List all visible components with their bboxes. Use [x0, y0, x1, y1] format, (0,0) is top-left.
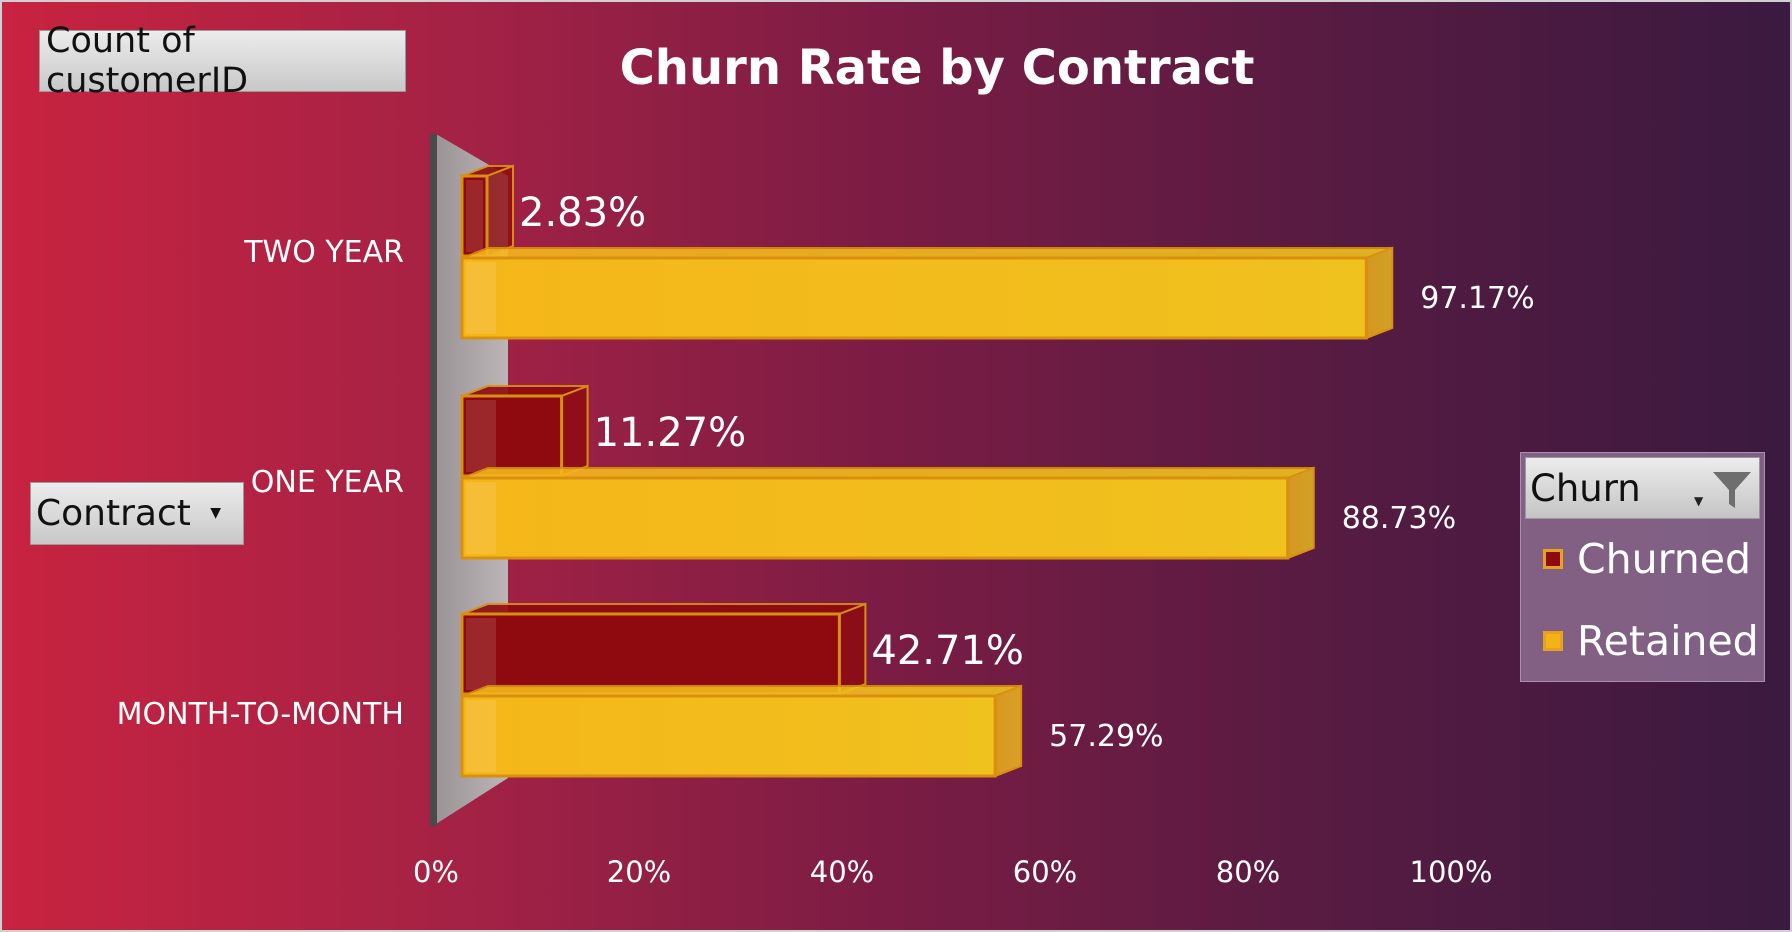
x-tick-label: 40%: [810, 855, 874, 889]
category-label: TWO YEAR: [243, 235, 404, 270]
legend-field-button[interactable]: Churn ▼: [1525, 457, 1760, 519]
value-field-label: Count of customerID: [46, 21, 249, 101]
data-label-churned: 11.27%: [594, 410, 747, 456]
data-label-retained: 97.17%: [1420, 281, 1534, 316]
legend-swatch: [1543, 549, 1563, 569]
bar-retained-side: [1365, 246, 1394, 340]
x-tick-label: 100%: [1410, 855, 1493, 889]
row-field-label: Contract: [36, 493, 191, 534]
filter-icon[interactable]: [1711, 468, 1753, 519]
bar-churned-gloss: [466, 618, 496, 690]
data-label-retained: 57.29%: [1049, 719, 1163, 754]
bar-retained-side: [994, 684, 1023, 778]
bar-churned-side: [838, 602, 867, 696]
data-label-churned: 2.83%: [519, 190, 646, 236]
data-label-retained: 88.73%: [1342, 501, 1456, 536]
legend-item-retained[interactable]: Retained: [1543, 617, 1759, 665]
bar-retained-side: [1286, 466, 1315, 560]
x-tick-label: 20%: [607, 855, 671, 889]
chart-title: Churn Rate by Contract: [619, 40, 1255, 96]
bar-churned-side: [486, 164, 515, 258]
dropdown-arrow-icon[interactable]: ▼: [1694, 494, 1704, 508]
legend-label: Retained: [1577, 617, 1759, 665]
bar-churned-side: [560, 384, 589, 478]
bar-churned-gloss: [466, 400, 496, 472]
category-label: ONE YEAR: [251, 465, 404, 500]
bar-churned-gloss: [466, 180, 484, 252]
value-field-button[interactable]: Count of customerID: [39, 21, 406, 101]
bar-retained-gloss: [466, 482, 496, 554]
bar-churned: [460, 612, 841, 696]
x-tick-label: 80%: [1216, 855, 1280, 889]
category-axis-line: [430, 134, 437, 826]
category-label: MONTH-TO-MONTH: [117, 697, 404, 732]
legend: Churn ▼ Churned Retained: [1520, 452, 1765, 682]
legend-label: Churned: [1577, 535, 1751, 583]
bar-retained-gloss: [466, 262, 496, 334]
bar-churned: [460, 174, 489, 258]
bar-retained: [460, 476, 1290, 560]
legend-item-churned[interactable]: Churned: [1543, 535, 1751, 583]
dropdown-arrow-icon[interactable]: ▼: [210, 505, 221, 521]
row-field-button[interactable]: Contract ▼: [30, 482, 244, 545]
bar-retained: [460, 694, 997, 778]
bar-retained: [460, 256, 1368, 340]
legend-swatch: [1543, 631, 1563, 651]
x-tick-label: 60%: [1013, 855, 1077, 889]
x-tick-label: 0%: [413, 855, 459, 889]
bar-retained-gloss: [466, 700, 496, 772]
data-label-churned: 42.71%: [871, 628, 1024, 674]
legend-field-label: Churn: [1530, 466, 1641, 510]
